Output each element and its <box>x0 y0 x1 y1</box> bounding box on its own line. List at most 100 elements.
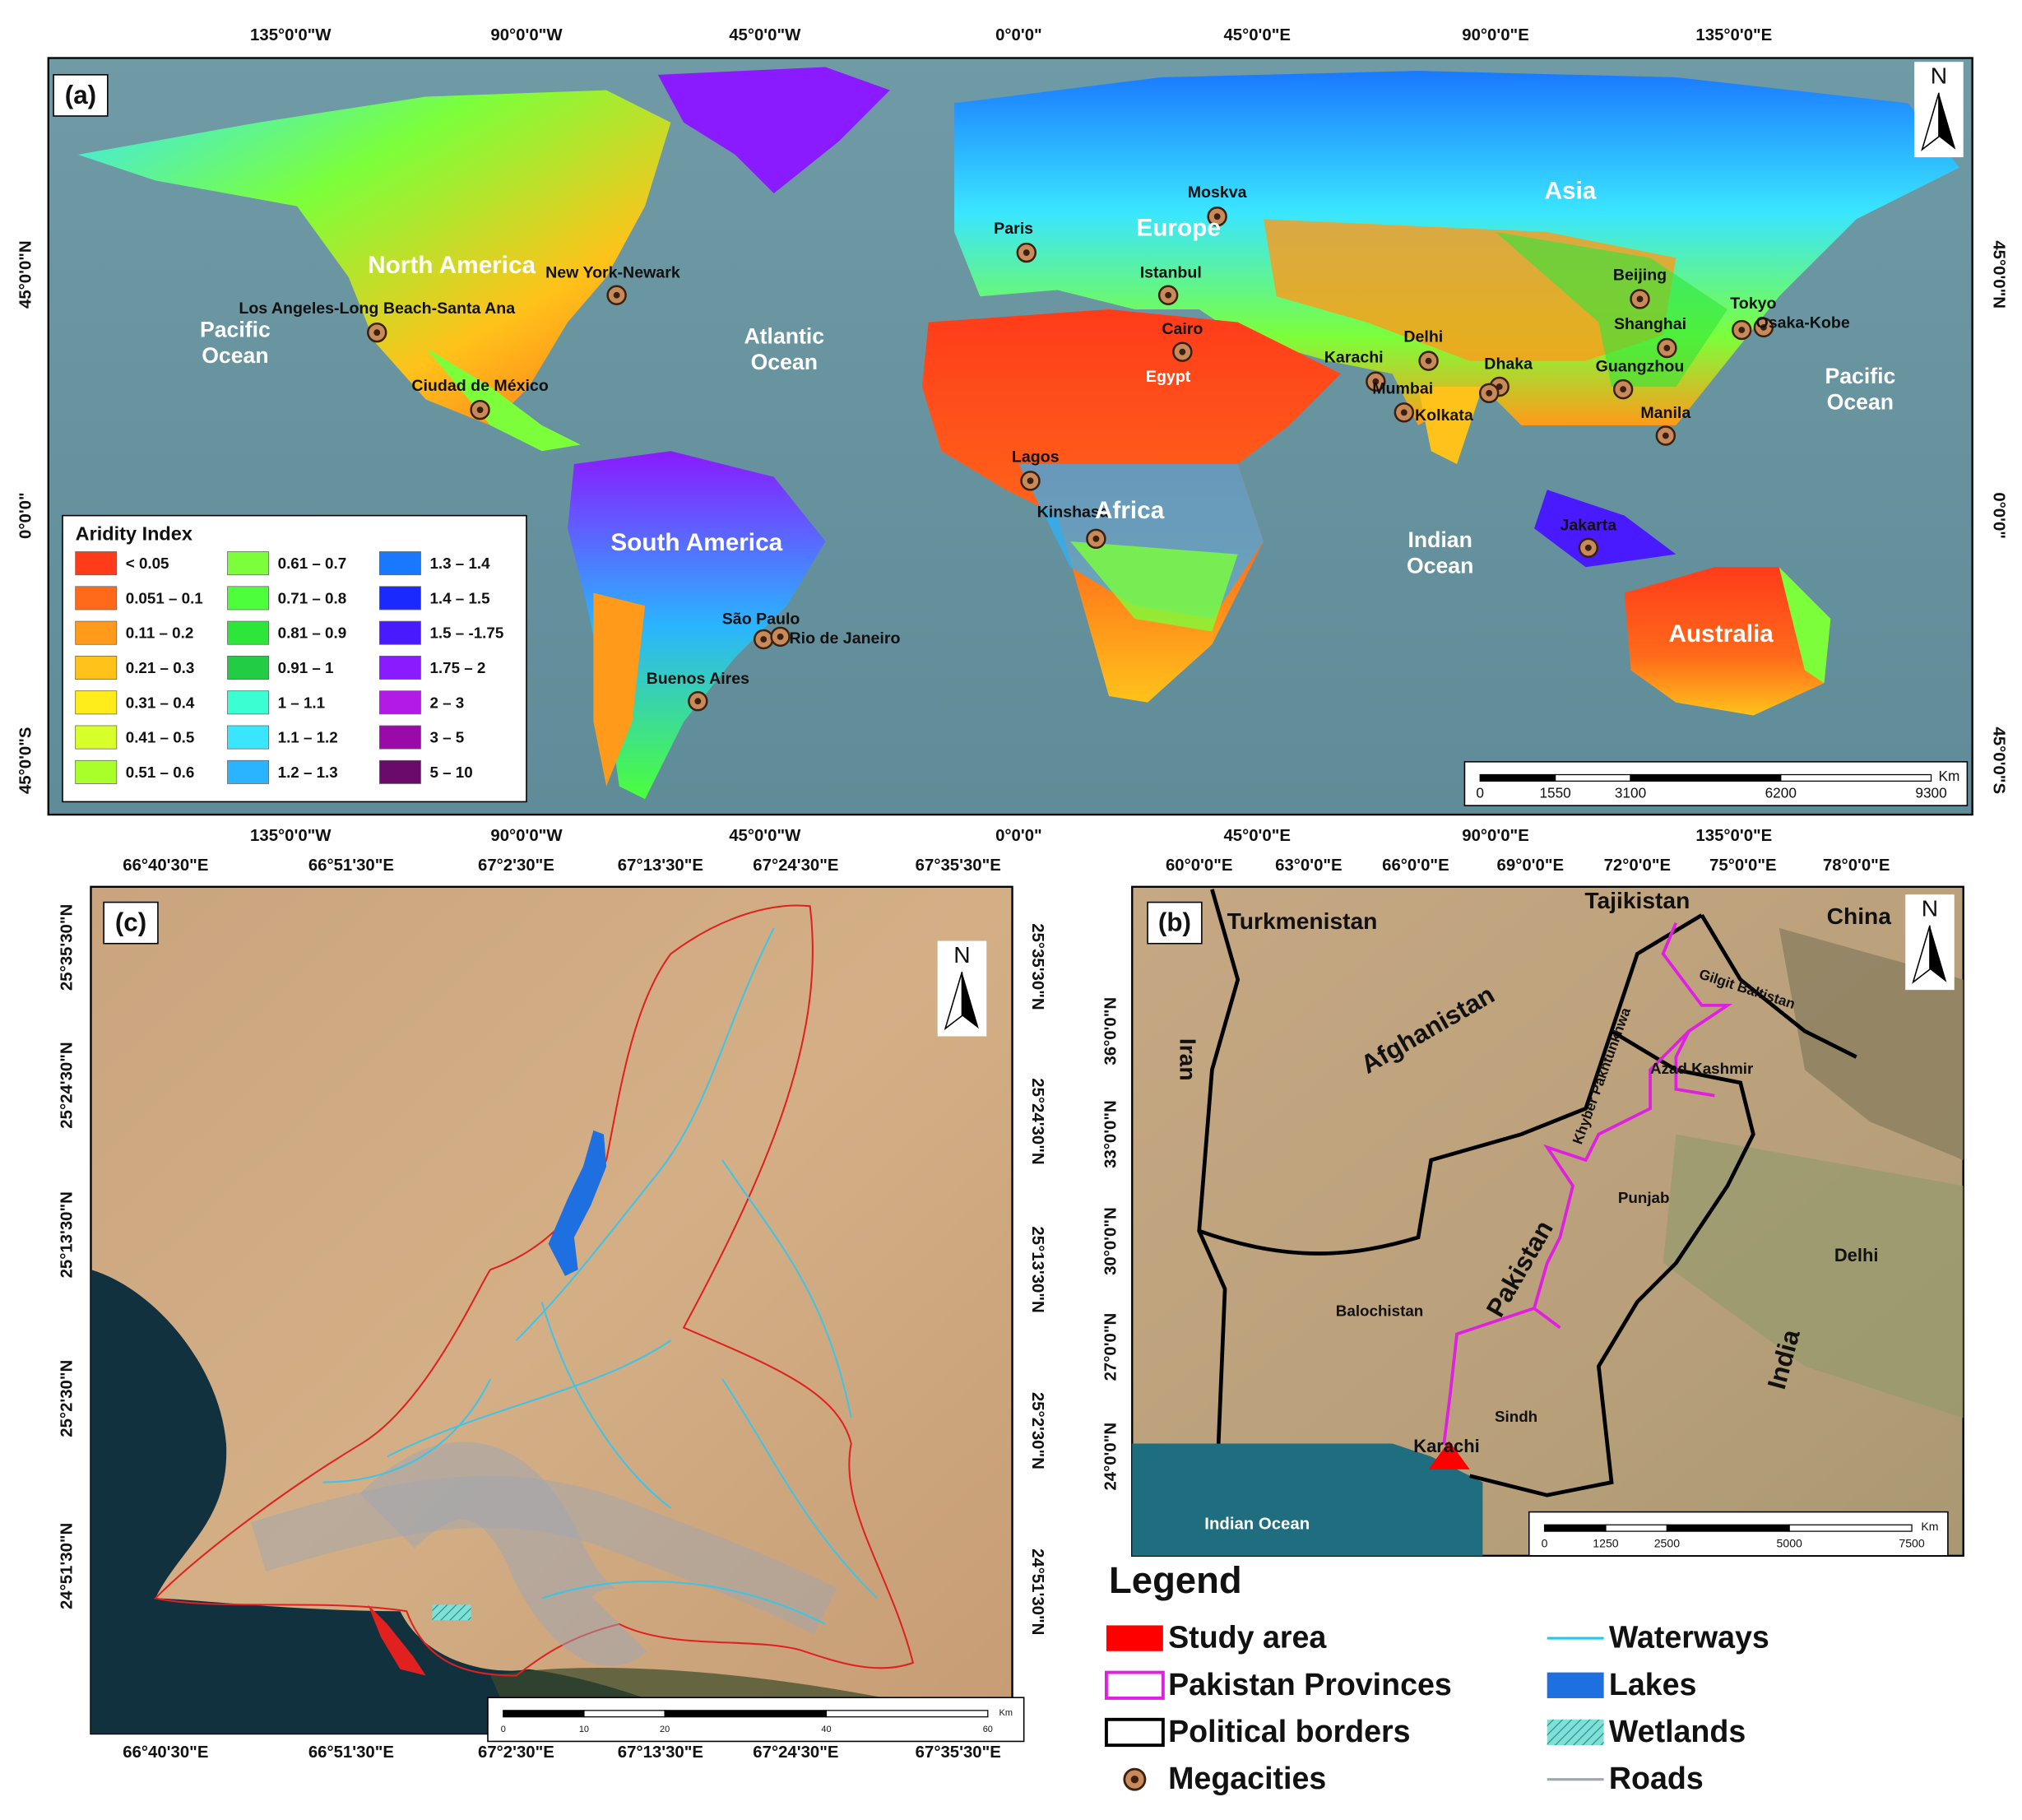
aridity-swatch <box>378 759 421 784</box>
place-label: Punjab <box>1618 1189 1670 1206</box>
ocean-label: Atlantic <box>744 323 824 348</box>
megacity-marker-core <box>694 698 702 705</box>
aridity-legend-label: 1.1 – 1.2 <box>278 729 338 746</box>
north-label: N <box>953 941 970 968</box>
aridity-swatch <box>75 759 118 784</box>
aridity-swatch <box>227 690 270 715</box>
megacity-marker-core <box>1027 477 1034 485</box>
legend-item-label: Pakistan Provinces <box>1168 1667 1452 1702</box>
continent-label: Australia <box>1669 620 1774 648</box>
continent-label: Europe <box>1136 215 1220 242</box>
aridity-swatch <box>75 725 118 750</box>
scale-bar-label: 3100 <box>1615 785 1646 801</box>
lat-tick-label: 45°0'0"N <box>1990 240 2008 309</box>
scale-bar-segment <box>1666 1524 1790 1532</box>
panel-label-box <box>1147 901 1203 945</box>
scale-bar-label: 6200 <box>1765 785 1797 801</box>
ocean-label: Pacific <box>1825 364 1895 388</box>
city-label: Jakarta <box>1561 516 1618 534</box>
city-label: Lagos <box>1012 448 1060 466</box>
megacity-marker-core <box>373 329 381 337</box>
scale-bar-segment <box>1788 1524 1913 1532</box>
lon-tick-label: 66°51'30"E <box>308 1743 394 1762</box>
scale-bar-segment <box>1605 1524 1668 1532</box>
city-label: Delhi <box>1403 328 1443 346</box>
panel-b-map <box>1131 885 1964 1558</box>
place-label: Azad Kashmir <box>1650 1060 1754 1077</box>
city-label: Kolkata <box>1415 406 1474 425</box>
aridity-swatch <box>227 586 270 611</box>
aridity-swatch <box>378 725 421 750</box>
lon-tick-label: 66°0'0"E <box>1382 857 1449 875</box>
legend-symbol <box>1547 1672 1604 1698</box>
legend-item-label: Lakes <box>1609 1667 1697 1702</box>
continent-label: South America <box>610 529 782 556</box>
legend-item-label: Megacities <box>1168 1761 1326 1795</box>
legend-item-label: Waterways <box>1609 1620 1769 1655</box>
north-label: N <box>1931 62 1947 88</box>
aridity-swatch <box>378 690 421 715</box>
place-label: Indian Ocean <box>1204 1516 1310 1534</box>
lon-tick-label: 45°0'0"W <box>729 26 801 44</box>
aridity-legend-label: 0.21 – 0.3 <box>126 659 195 676</box>
lat-tick-label: 25°35'30"N <box>58 904 77 991</box>
lon-tick-label: 67°35'30"E <box>916 1743 1001 1762</box>
city-label: Osaka-Kobe <box>1755 313 1849 332</box>
panel-label-box <box>53 74 109 117</box>
city-label: Karachi <box>1324 349 1384 367</box>
ocean-label: Ocean <box>1407 553 1473 578</box>
aridity-legend-label: < 0.05 <box>126 555 169 572</box>
aridity-swatch <box>75 620 118 645</box>
lat-tick-label: 25°2'30"N <box>58 1360 77 1437</box>
aridity-legend-label: 0.11 – 0.2 <box>126 624 194 642</box>
lon-tick-label: 63°0'0"E <box>1275 857 1343 875</box>
city-label: Buenos Aires <box>647 670 750 688</box>
lat-tick-label: 27°0'0"N <box>1102 1313 1120 1381</box>
ocean-label: Ocean <box>1827 389 1894 414</box>
continent-label: Asia <box>1544 177 1596 204</box>
scale-bar-segment <box>1479 773 1556 782</box>
megacity-marker-core <box>476 406 484 414</box>
scale-bar-segment <box>503 1710 585 1718</box>
aridity-swatch <box>227 725 270 750</box>
scale-bar-label: 0 <box>1476 785 1484 801</box>
place-label: Balochistan <box>1336 1302 1423 1320</box>
place-label: China <box>1827 903 1892 929</box>
scale-bar-segment <box>583 1710 665 1718</box>
megacity-marker-core <box>1179 348 1186 355</box>
megacity-marker-core <box>1760 323 1767 331</box>
city-label: Kinshasa <box>1037 504 1110 522</box>
aridity-legend-label: 0.51 – 0.6 <box>126 764 195 781</box>
aridity-legend-title: Aridity Index <box>76 522 192 544</box>
aridity-swatch <box>75 551 118 576</box>
lat-tick-label: 25°2'30"N <box>1028 1392 1046 1469</box>
megacity-marker-core <box>1663 345 1671 351</box>
aridity-swatch <box>378 620 421 645</box>
lat-tick-label: 33°0'0"N <box>1102 1100 1120 1168</box>
aridity-legend-label: 0.051 – 0.1 <box>126 589 203 606</box>
lat-tick-label: 25°24'30"N <box>58 1042 77 1128</box>
legend-title: Legend <box>1109 1559 1242 1601</box>
legend-item-label: Wetlands <box>1609 1714 1746 1748</box>
lon-tick-label: 78°0'0"E <box>1823 857 1890 875</box>
scale-bar-segment <box>1780 773 1932 782</box>
lon-tick-label: 67°2'30"E <box>478 857 554 875</box>
aridity-swatch <box>75 655 118 680</box>
megacity-marker-core <box>1425 357 1432 364</box>
city-label: Moskva <box>1188 183 1248 202</box>
place-label: Karachi <box>1413 1436 1479 1456</box>
lon-tick-label: 67°24'30"E <box>753 857 838 875</box>
aridity-legend-label: 0.91 – 1 <box>278 659 334 676</box>
city-label: Cairo <box>1162 320 1203 338</box>
megacity-marker-core <box>1486 389 1493 397</box>
lon-tick-label: 135°0'0"E <box>1695 827 1772 845</box>
continent-label: Africa <box>1095 497 1165 524</box>
megacity-marker-core <box>1165 291 1172 299</box>
scale-bar-label: 2500 <box>1654 1536 1680 1549</box>
legend-symbol <box>1104 1670 1165 1700</box>
place-label: Iran <box>1176 1038 1202 1081</box>
lon-tick-label: 45°0'0"E <box>1223 26 1291 44</box>
megacity-marker-core <box>1372 378 1380 385</box>
